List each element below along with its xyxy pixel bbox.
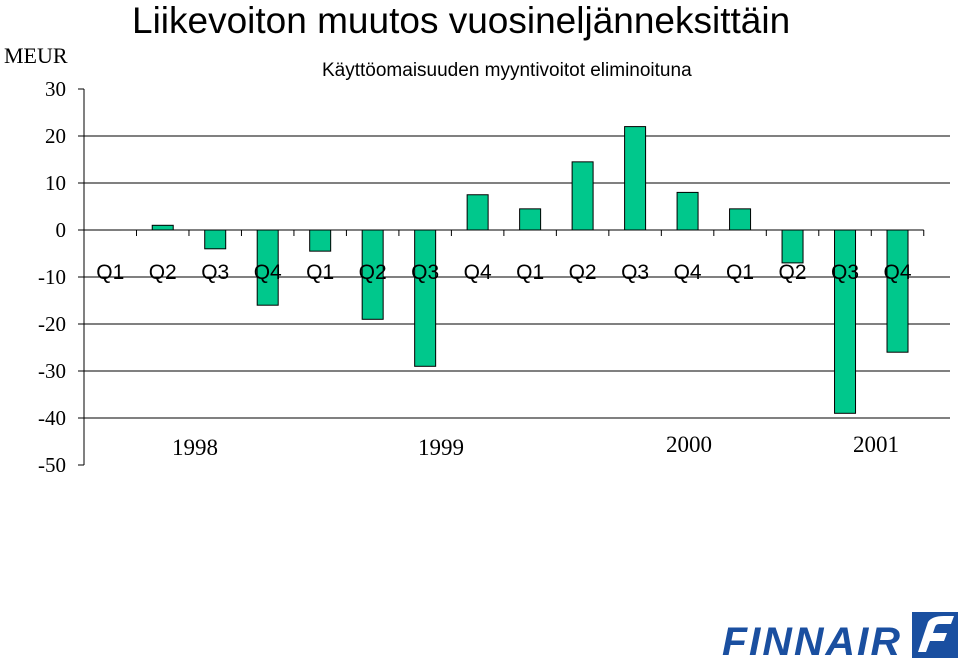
y-tick-label: -40 <box>38 406 66 430</box>
x-axis-ticks: Q1 Q2 Q3 Q4 Q1 Q2 Q3 Q4 Q1 Q2 Q3 Q4 Q1 Q2 Q3 Q4 <box>96 261 912 284</box>
y-tick-label: 10 <box>45 171 66 195</box>
bar <box>361 229 384 320</box>
year-label-1998: 1998 <box>172 435 218 460</box>
x-tick-label: Q4 <box>884 261 912 284</box>
bar <box>834 229 857 414</box>
x-tick-label: Q1 <box>96 261 124 284</box>
x-tick-label: Q3 <box>621 261 649 284</box>
finnair-logo: FINNAIR <box>722 612 958 661</box>
x-tick-label: Q3 <box>411 261 439 284</box>
x-tick-label: Q3 <box>831 261 859 284</box>
bar <box>781 229 804 264</box>
y-axis-ticks: 30 20 10 0 -10 -20 -30 -40 -50 <box>38 77 66 477</box>
x-tick-label: Q1 <box>306 261 334 284</box>
chart-subtitle: Käyttöomaisuuden myyntivoitot eliminoitu… <box>322 60 692 81</box>
x-tick-label: Q2 <box>779 261 807 284</box>
bar <box>256 229 279 306</box>
x-tick-label: Q1 <box>516 261 544 284</box>
x-tick-label: Q4 <box>674 261 702 284</box>
x-tick-label: Q1 <box>726 261 754 284</box>
bar <box>729 208 752 231</box>
chart-title: Liikevoiton muutos vuosineljänneksittäin <box>132 0 790 41</box>
bar <box>309 229 332 252</box>
bars <box>99 126 909 414</box>
x-tick-label: Q4 <box>254 261 282 284</box>
bar <box>414 229 437 367</box>
y-tick-label: -20 <box>38 312 66 336</box>
bar <box>571 161 594 231</box>
year-label-1999: 1999 <box>418 435 464 460</box>
y-tick-label: -50 <box>38 453 66 477</box>
bar <box>519 208 542 231</box>
bar <box>466 194 489 231</box>
unit-label: MEUR <box>4 43 68 68</box>
bar <box>886 229 909 353</box>
bar <box>151 224 174 231</box>
x-tick-label: Q3 <box>201 261 229 284</box>
year-label-2001: 2001 <box>853 432 899 457</box>
logo-text: FINNAIR <box>722 620 902 661</box>
bar <box>204 229 227 250</box>
y-tick-label: -30 <box>38 359 66 383</box>
x-tick-label: Q4 <box>464 261 492 284</box>
finnair-f-emblem-icon <box>912 612 958 658</box>
bar <box>676 191 699 231</box>
y-tick-label: 30 <box>45 77 66 101</box>
x-tick-label: Q2 <box>149 261 177 284</box>
bar <box>624 126 647 231</box>
x-tick-label: Q2 <box>359 261 387 284</box>
x-tick-label: Q2 <box>569 261 597 284</box>
y-tick-label: 20 <box>45 124 66 148</box>
y-tick-label: 0 <box>56 218 67 242</box>
year-label-2000: 2000 <box>666 432 712 457</box>
grid <box>78 88 950 466</box>
y-tick-label: -10 <box>38 265 66 289</box>
